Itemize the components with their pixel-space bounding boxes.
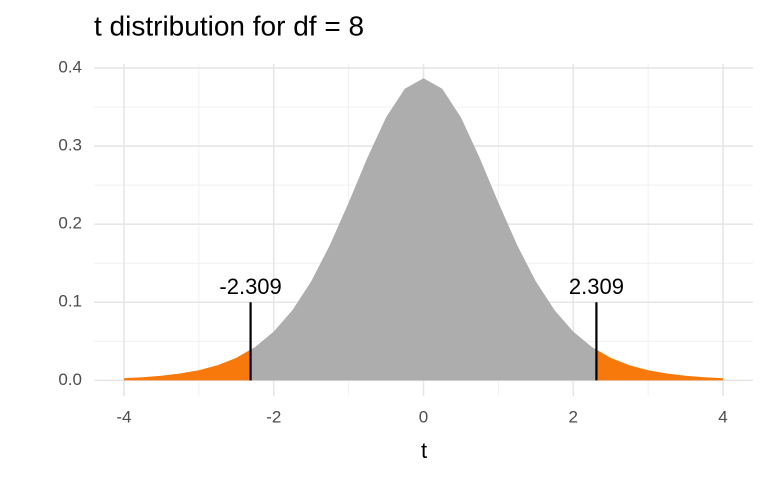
density-area <box>250 78 597 381</box>
y-tick-label: 0.3 <box>58 136 82 155</box>
y-tick-label: 0.0 <box>58 370 82 389</box>
chart-title: t distribution for df = 8 <box>94 10 364 41</box>
x-axis-label: t <box>421 438 427 463</box>
critical-label: -2.309 <box>219 274 281 299</box>
x-tick-label: 2 <box>569 407 578 426</box>
x-tick-label: -4 <box>116 407 131 426</box>
x-tick-label: -2 <box>266 407 281 426</box>
y-tick-label: 0.4 <box>58 57 82 76</box>
x-tick-label: 4 <box>718 407 727 426</box>
y-tick-label: 0.2 <box>58 214 82 233</box>
critical-label: 2.309 <box>569 274 624 299</box>
y-tick-label: 0.1 <box>58 292 82 311</box>
x-tick-label: 0 <box>419 407 428 426</box>
